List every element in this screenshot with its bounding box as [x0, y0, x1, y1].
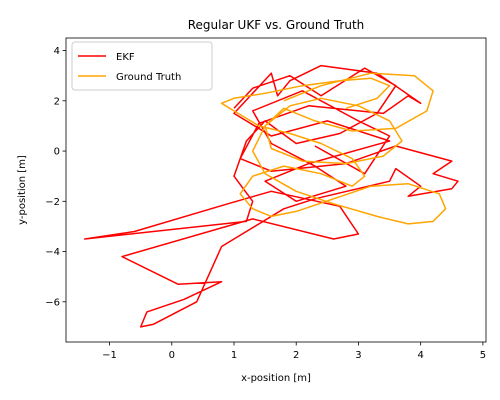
y-tick-label: −2	[45, 197, 60, 208]
x-tick-label: 4	[417, 350, 423, 361]
x-tick-label: −1	[102, 350, 117, 361]
x-tick-label: 3	[355, 350, 361, 361]
legend-label-ground-truth: Ground Truth	[116, 72, 181, 83]
y-tick-label: 2	[54, 96, 60, 107]
series-layer	[83, 64, 459, 328]
legend-label-ekf: EKF	[116, 52, 135, 63]
series-line-ekf	[83, 64, 459, 328]
plot-frame	[65, 37, 487, 343]
legend: EKF Ground Truth	[71, 41, 213, 91]
x-tick-label: 5	[480, 350, 486, 361]
legend-box	[71, 41, 213, 91]
y-tick-label: 4	[54, 46, 60, 57]
x-tick-label: 2	[293, 350, 299, 361]
ticks-layer: −1 0 1 2 3 4 5 −6 −4 −2 0 2 4	[45, 46, 486, 361]
x-tick-label: 1	[231, 350, 237, 361]
chart-title: Regular UKF vs. Ground Truth	[188, 18, 365, 32]
y-tick-label: 0	[54, 147, 60, 158]
x-axis-label: x-position [m]	[241, 373, 311, 384]
y-axis-label: y-position [m]	[17, 155, 28, 225]
series-line-ground-truth	[220, 72, 447, 225]
y-tick-label: −6	[45, 297, 60, 308]
x-tick-label: 0	[169, 350, 175, 361]
y-tick-label: −4	[45, 247, 60, 258]
